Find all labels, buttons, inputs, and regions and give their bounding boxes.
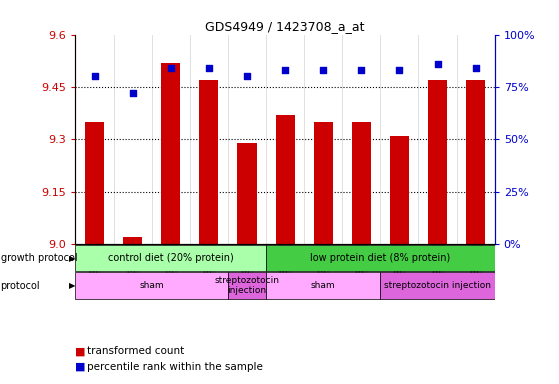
Text: sham: sham — [311, 281, 335, 290]
Text: control diet (20% protein): control diet (20% protein) — [108, 253, 234, 263]
Bar — [85, 122, 104, 244]
Text: ▶: ▶ — [69, 281, 75, 290]
Bar — [75, 245, 266, 271]
Point — [357, 67, 366, 73]
Point — [395, 67, 404, 73]
Text: growth protocol: growth protocol — [1, 253, 77, 263]
Text: protocol: protocol — [1, 281, 40, 291]
Bar — [238, 143, 257, 244]
Text: ■: ■ — [75, 362, 86, 372]
Text: ▶: ▶ — [69, 253, 75, 263]
Point — [433, 61, 442, 67]
Text: streptozotocin
injection: streptozotocin injection — [215, 276, 280, 295]
Bar — [228, 272, 266, 299]
Bar — [380, 272, 495, 299]
Point — [166, 65, 175, 71]
Point — [243, 73, 252, 79]
Point — [281, 67, 290, 73]
Bar — [266, 245, 495, 271]
Point — [471, 65, 480, 71]
Text: low protein diet (8% protein): low protein diet (8% protein) — [310, 253, 451, 263]
Text: transformed count: transformed count — [87, 346, 184, 356]
Point — [205, 65, 214, 71]
Point — [90, 73, 99, 79]
Bar — [75, 272, 228, 299]
Bar — [161, 63, 181, 244]
Title: GDS4949 / 1423708_a_at: GDS4949 / 1423708_a_at — [205, 20, 365, 33]
Bar — [352, 122, 371, 244]
Point — [319, 67, 328, 73]
Bar — [266, 272, 380, 299]
Bar — [200, 80, 219, 244]
Bar — [466, 80, 485, 244]
Text: streptozotocin injection: streptozotocin injection — [384, 281, 491, 290]
Text: ■: ■ — [75, 346, 86, 356]
Bar — [390, 136, 409, 244]
Bar — [314, 122, 333, 244]
Bar — [428, 80, 447, 244]
Bar — [123, 237, 142, 244]
Bar — [276, 115, 295, 244]
Point — [128, 90, 137, 96]
Text: sham: sham — [139, 281, 164, 290]
Text: percentile rank within the sample: percentile rank within the sample — [87, 362, 263, 372]
